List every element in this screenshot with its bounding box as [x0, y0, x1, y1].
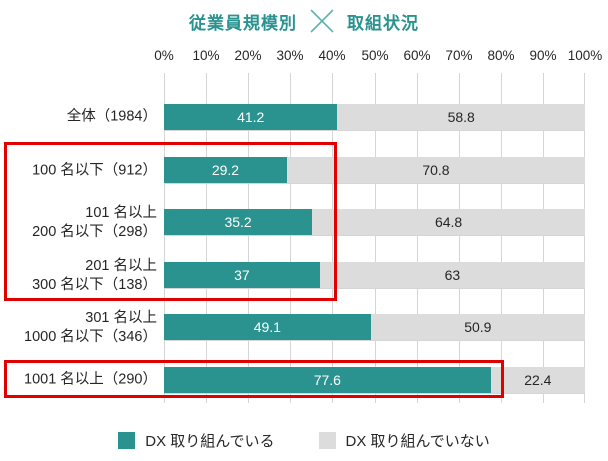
legend-label-engaged: DX 取り組んでいる	[145, 432, 275, 450]
bar-segment-not-engaged: 58.8	[337, 104, 585, 130]
bar-segment-not-engaged: 63	[319, 262, 585, 288]
chart-title-left: 従業員規模別	[189, 13, 297, 33]
gridline-h	[164, 340, 585, 341]
bar-value-engaged: 35.2	[224, 214, 252, 230]
category-label-301-1000: 301 名以上 1000 名以下（346）	[24, 310, 157, 345]
legend: DX 取り組んでいる DX 取り組んでいない	[0, 429, 608, 451]
category-label-zentai: 全体（1984）	[66, 108, 157, 125]
legend-item-not-engaged: DX 取り組んでいない	[318, 430, 490, 451]
multiply-x-icon	[310, 9, 334, 33]
bar-segment-not-engaged: 50.9	[370, 314, 585, 340]
bar-value-not-engaged: 58.8	[447, 109, 475, 125]
gridline-v	[164, 73, 165, 403]
gridline-v	[543, 73, 544, 403]
legend-item-engaged: DX 取り組んでいる	[118, 430, 275, 451]
bar-segment-engaged: 41.2	[164, 104, 338, 130]
gridline-v	[584, 73, 585, 403]
axis-tick-80: 80%	[487, 48, 515, 63]
bar-value-engaged: 41.2	[237, 109, 265, 125]
chart-title-right: 取組状況	[347, 13, 419, 33]
category-label-over-1001: 1001 名以上（290）	[24, 371, 157, 388]
bar-row-zentai: 41.2 58.8	[164, 104, 585, 130]
axis-tick-0: 0%	[154, 48, 174, 63]
bar-segment-not-engaged: 64.8	[312, 209, 585, 235]
bar-segment-engaged: 29.2	[164, 157, 287, 183]
axis-tick-50: 50%	[361, 48, 389, 63]
gridline-h	[164, 235, 585, 236]
axis-tick-90: 90%	[529, 48, 557, 63]
gridline-v	[501, 73, 502, 403]
legend-label-not-engaged: DX 取り組んでいない	[345, 432, 490, 450]
gridline-v	[332, 73, 333, 403]
gridline-v	[206, 73, 207, 403]
category-label-201-300: 201 名以上 300 名以下（138）	[32, 258, 157, 293]
category-label-101-200: 101 名以上 200 名以下（298）	[32, 205, 157, 240]
gridline-h	[164, 183, 585, 184]
bar-segment-engaged: 35.2	[164, 209, 313, 235]
plot-area: 41.2 58.8 29.2 70.8 35.2 64.8 37	[164, 73, 585, 403]
category-label-under-100: 100 名以下（912）	[32, 162, 157, 179]
bar-value-engaged: 77.6	[313, 372, 341, 388]
bar-value-not-engaged: 50.9	[464, 319, 492, 335]
bar-value-engaged: 37	[234, 267, 250, 283]
gridline-h	[164, 288, 585, 289]
bar-value-not-engaged: 70.8	[422, 162, 450, 178]
axis-tick-10: 10%	[192, 48, 220, 63]
gridline-v	[375, 73, 376, 403]
highlight-box-small-companies	[4, 142, 337, 301]
bar-value-not-engaged: 63	[444, 267, 461, 283]
gridline-h	[164, 130, 585, 131]
axis-tick-60: 60%	[403, 48, 431, 63]
gridline-h	[164, 393, 585, 394]
axis-tick-20: 20%	[234, 48, 262, 63]
bar-segment-not-engaged: 22.4	[490, 367, 585, 393]
bar-value-engaged: 29.2	[211, 162, 240, 178]
bar-segment-engaged: 49.1	[164, 314, 371, 340]
bar-segment-engaged: 37	[164, 262, 320, 288]
bar-value-not-engaged: 64.8	[434, 214, 463, 230]
chart-title: 従業員規模別 取組状況	[0, 5, 608, 37]
gridline-v	[290, 73, 291, 403]
axis-tick-100: 100%	[567, 48, 603, 63]
gridline-v	[248, 73, 249, 403]
highlight-box-large-companies	[4, 360, 504, 398]
bar-row-over-1001: 77.6 22.4	[164, 367, 585, 393]
bar-row-301-1000: 49.1 50.9	[164, 314, 585, 340]
legend-swatch-not-engaged-icon	[318, 431, 336, 449]
gridline-v	[417, 73, 418, 403]
bar-row-101-200: 35.2 64.8	[164, 209, 585, 235]
legend-swatch-engaged-icon	[118, 431, 136, 449]
bar-row-201-300: 37 63	[164, 262, 585, 288]
bar-value-not-engaged: 22.4	[524, 372, 552, 388]
gridline-v	[459, 73, 460, 403]
bar-segment-engaged: 77.6	[164, 367, 491, 393]
bar-value-engaged: 49.1	[253, 319, 281, 335]
axis-tick-70: 70%	[445, 48, 473, 63]
axis-tick-30: 30%	[276, 48, 304, 63]
axis-tick-40: 40%	[318, 48, 346, 63]
